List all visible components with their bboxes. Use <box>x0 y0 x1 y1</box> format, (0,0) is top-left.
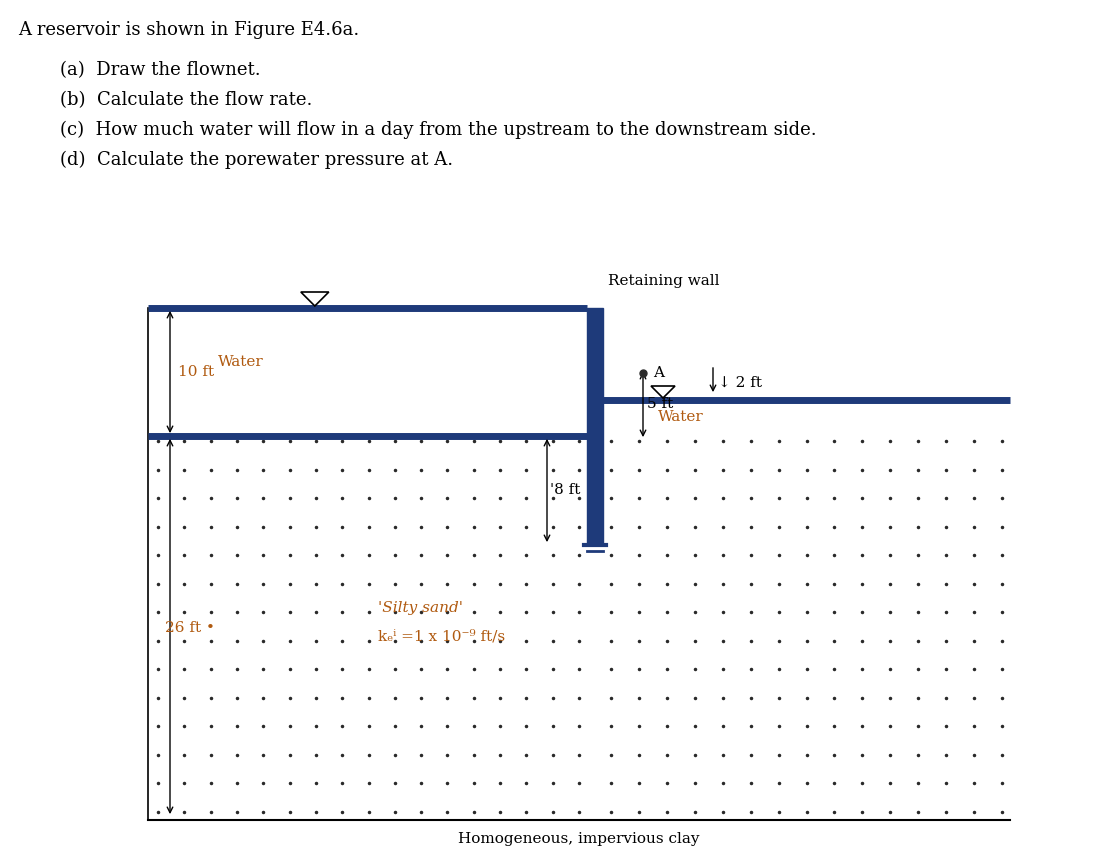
Text: (c)  How much water will flow in a day from the upstream to the downstream side.: (c) How much water will flow in a day fr… <box>60 121 816 139</box>
Text: 26 ft •: 26 ft • <box>165 621 215 635</box>
Text: Water: Water <box>659 410 703 424</box>
Bar <box>587 308 603 545</box>
Text: (d)  Calculate the porewater pressure at A.: (d) Calculate the porewater pressure at … <box>60 151 453 170</box>
Text: 10 ft: 10 ft <box>178 365 215 379</box>
Text: Retaining wall: Retaining wall <box>608 274 720 288</box>
Text: Homogeneous, impervious clay: Homogeneous, impervious clay <box>458 832 700 846</box>
Text: (b)  Calculate the flow rate.: (b) Calculate the flow rate. <box>60 91 312 109</box>
Text: A reservoir is shown in Figure E4.6a.: A reservoir is shown in Figure E4.6a. <box>18 21 359 39</box>
Text: (a)  Draw the flownet.: (a) Draw the flownet. <box>60 61 260 79</box>
Text: Water: Water <box>218 355 264 369</box>
Text: kₑⁱ =1 x 10⁻⁹ ft/s: kₑⁱ =1 x 10⁻⁹ ft/s <box>378 629 505 643</box>
Text: 5 ft: 5 ft <box>647 398 673 412</box>
Text: A: A <box>653 366 664 380</box>
Text: ↓ 2 ft: ↓ 2 ft <box>718 375 762 389</box>
Text: '8 ft: '8 ft <box>550 484 580 498</box>
Text: 'Silty sand': 'Silty sand' <box>378 601 463 615</box>
